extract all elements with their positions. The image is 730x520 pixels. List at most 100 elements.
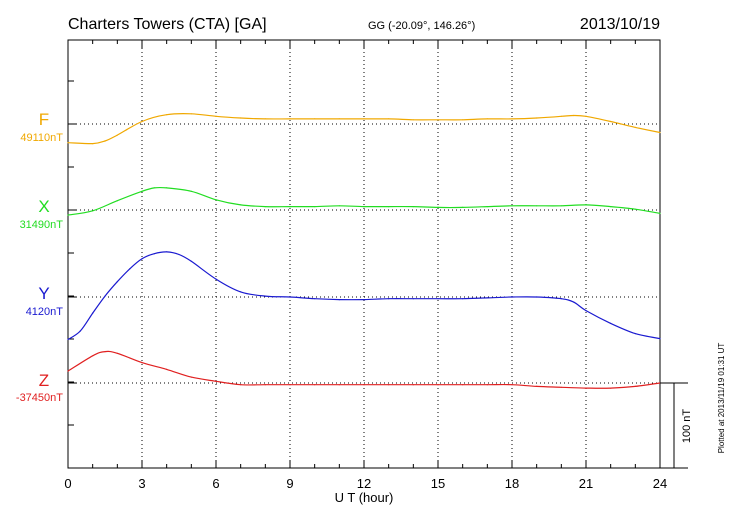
data-point-f [536,117,538,119]
data-point-z [190,376,192,378]
data-point-y [462,298,464,300]
data-point-z [486,384,488,386]
series-name-label: Z [39,371,49,390]
x-tick-label: 21 [579,476,593,491]
data-point-x [338,205,340,207]
data-point-f [560,115,562,117]
data-point-y [486,297,488,299]
data-point-y [153,253,155,255]
data-point-f [289,118,291,120]
data-point-f [190,113,192,115]
data-point-z [67,370,69,372]
data-point-z [141,362,143,364]
data-point-x [486,206,488,208]
data-point-z [264,384,266,386]
data-point-y [166,251,168,253]
series-name-label: Y [38,284,49,303]
data-point-y [412,298,414,300]
data-point-f [141,120,143,123]
data-point-y [338,299,340,301]
coordinates-label: GG (-20.09°, 146.26°) [368,20,475,32]
series-lines [67,113,661,389]
data-point-z [437,384,439,386]
data-point-z [215,380,217,382]
data-point-x [190,190,192,192]
data-point-z [585,387,587,389]
plotted-at-note: Plotted at 2013/11/19 01:31 UT [717,343,726,454]
data-point-f [363,118,365,120]
data-point-y [190,260,192,262]
data-point-z [511,384,513,386]
data-point-x [511,205,513,207]
data-point-y [363,299,365,301]
data-point-y [511,296,513,298]
data-point-z [166,368,168,370]
data-point-x [215,199,217,201]
data-point-x [166,187,168,189]
scale-bar-label: 100 nT [681,409,693,444]
data-point-f [104,140,106,142]
data-point-x [67,214,69,216]
data-point-z [92,355,94,357]
data-point-x [363,206,365,208]
data-point-f [338,118,340,120]
data-point-f [240,117,242,119]
data-point-z [462,384,464,386]
data-point-f [511,118,513,120]
scale-bar: 100 nT [660,382,693,469]
data-point-x [264,206,266,208]
date-label: 2013/10/19 [580,16,660,33]
data-point-z [116,352,118,354]
series-line-y [67,251,661,341]
data-point-x [585,204,587,206]
data-point-x [437,206,439,208]
data-point-z [104,351,106,353]
data-point-f [412,119,414,121]
series-name-label: X [38,197,49,216]
data-point-f [67,142,69,144]
data-point-y [536,296,538,298]
data-point-x [153,187,155,189]
data-point-y [240,291,242,293]
data-point-y [659,338,661,340]
data-point-x [412,206,414,208]
x-tick-label: 9 [286,476,293,491]
x-tick-label: 0 [64,476,71,491]
series-line-z [67,350,661,389]
data-point-z [560,386,562,388]
data-point-x [388,206,390,208]
x-tick-labels: 0 3 6 9 12 15 18 21 24 [64,476,667,491]
data-point-y [314,298,316,300]
data-point-f [659,131,661,134]
x-tick-label: 3 [138,476,145,491]
data-point-f [166,114,168,116]
x-tick-label: 6 [212,476,219,491]
x-tick-label: 24 [653,476,667,491]
data-point-f [314,118,316,120]
data-point-z [240,384,242,386]
data-point-f [585,115,587,117]
data-point-z [412,384,414,386]
data-point-f [573,114,575,117]
x-axis-label: U T (hour) [335,490,394,505]
series-baseline-value: 4120nT [26,306,64,318]
data-point-y [573,301,575,303]
data-point-x [92,210,94,212]
data-point-z [363,384,365,386]
x-tick-label: 18 [505,476,519,491]
x-tick-label: 15 [431,476,445,491]
data-point-x [462,206,464,208]
data-point-x [560,205,562,207]
data-point-z [338,384,340,386]
data-point-y [437,298,439,300]
data-point-f [634,126,636,128]
data-point-y [585,310,587,312]
data-point-z [314,384,316,386]
data-point-x [659,212,661,214]
data-point-x [634,208,636,210]
data-point-f [388,118,390,120]
series-baseline-value: 31490nT [20,219,64,231]
axis-ticks [67,40,661,468]
data-point-f [610,120,612,123]
